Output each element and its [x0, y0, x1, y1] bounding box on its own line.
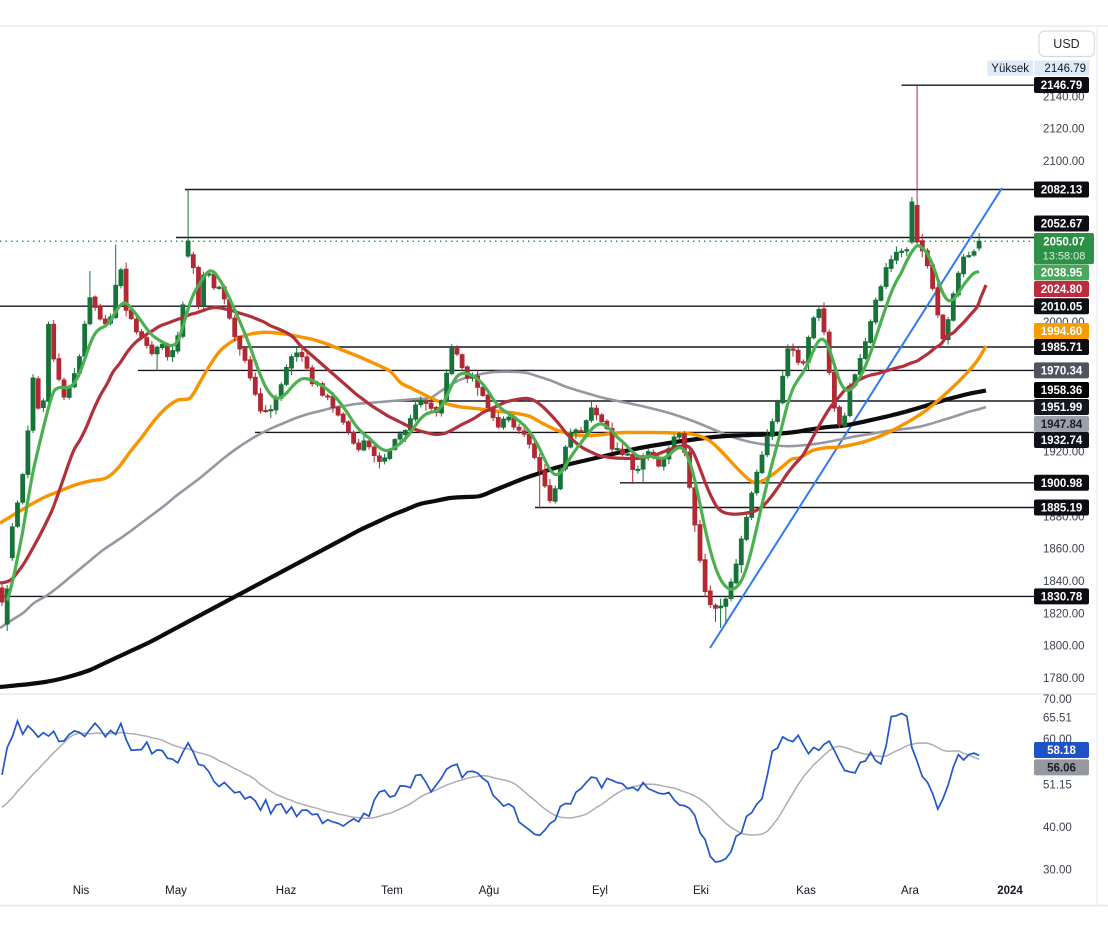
- svg-text:2050.07: 2050.07: [1043, 237, 1085, 249]
- svg-text:1800.00: 1800.00: [1043, 641, 1085, 653]
- svg-text:13:58:08: 13:58:08: [1043, 251, 1086, 263]
- svg-text:1820.00: 1820.00: [1043, 608, 1085, 620]
- svg-text:1947.84: 1947.84: [1041, 419, 1083, 431]
- svg-text:2010.05: 2010.05: [1041, 301, 1083, 313]
- svg-text:65.51: 65.51: [1043, 712, 1072, 724]
- svg-text:Eyl: Eyl: [592, 885, 608, 897]
- svg-text:Eki: Eki: [693, 885, 709, 897]
- svg-text:May: May: [165, 885, 187, 897]
- svg-text:Ara: Ara: [901, 885, 920, 897]
- svg-text:1860.00: 1860.00: [1043, 544, 1085, 556]
- svg-text:2024: 2024: [997, 885, 1023, 897]
- svg-text:1780.00: 1780.00: [1043, 673, 1085, 685]
- svg-text:1932.74: 1932.74: [1041, 435, 1083, 447]
- svg-text:Haz: Haz: [276, 885, 297, 897]
- svg-text:1970.34: 1970.34: [1041, 365, 1083, 377]
- svg-text:2140.00: 2140.00: [1043, 92, 1085, 104]
- svg-text:1985.71: 1985.71: [1041, 342, 1083, 354]
- svg-text:1920.00: 1920.00: [1043, 447, 1085, 459]
- svg-text:1885.19: 1885.19: [1041, 503, 1083, 515]
- svg-text:2146.79: 2146.79: [1044, 63, 1086, 75]
- svg-text:Yüksek: Yüksek: [991, 63, 1029, 75]
- svg-text:2052.67: 2052.67: [1041, 219, 1083, 231]
- svg-text:1994.60: 1994.60: [1041, 326, 1083, 338]
- svg-text:1900.98: 1900.98: [1041, 478, 1083, 490]
- svg-text:1830.78: 1830.78: [1041, 591, 1083, 603]
- svg-text:56.06: 56.06: [1047, 762, 1076, 774]
- svg-text:Tem: Tem: [381, 885, 403, 897]
- svg-text:2038.95: 2038.95: [1041, 267, 1083, 279]
- svg-text:2082.13: 2082.13: [1041, 185, 1083, 197]
- svg-text:70.00: 70.00: [1043, 694, 1072, 706]
- svg-text:1958.36: 1958.36: [1041, 385, 1083, 397]
- svg-text:Nis: Nis: [73, 885, 90, 897]
- svg-text:Kas: Kas: [796, 885, 816, 897]
- svg-text:30.00: 30.00: [1043, 865, 1072, 877]
- svg-text:1840.00: 1840.00: [1043, 576, 1085, 588]
- svg-text:USD: USD: [1053, 37, 1079, 51]
- svg-text:1951.99: 1951.99: [1041, 402, 1083, 414]
- svg-text:40.00: 40.00: [1043, 822, 1072, 834]
- svg-text:51.15: 51.15: [1043, 780, 1072, 792]
- svg-text:2100.00: 2100.00: [1043, 156, 1085, 168]
- svg-text:2146.79: 2146.79: [1041, 80, 1083, 92]
- svg-text:2024.80: 2024.80: [1041, 284, 1083, 296]
- svg-text:58.18: 58.18: [1047, 745, 1076, 757]
- svg-text:Ağu: Ağu: [479, 885, 499, 897]
- svg-text:2120.00: 2120.00: [1043, 123, 1085, 135]
